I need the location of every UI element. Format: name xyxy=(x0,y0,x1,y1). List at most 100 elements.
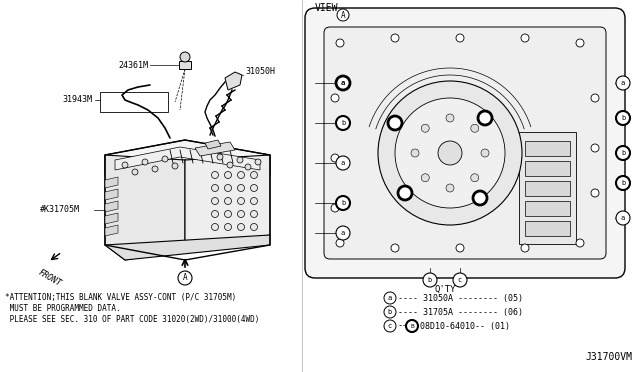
Text: a: a xyxy=(621,80,625,86)
Text: 31050H: 31050H xyxy=(245,67,275,77)
Circle shape xyxy=(384,306,396,318)
Text: *ATTENTION;THIS BLANK VALVE ASSY-CONT (P/C 31705M): *ATTENTION;THIS BLANK VALVE ASSY-CONT (P… xyxy=(5,293,236,302)
Circle shape xyxy=(395,98,505,208)
Circle shape xyxy=(227,162,233,168)
Polygon shape xyxy=(105,189,118,200)
Circle shape xyxy=(398,186,412,200)
Text: #K31705M: #K31705M xyxy=(40,205,80,215)
Polygon shape xyxy=(195,142,235,156)
Circle shape xyxy=(591,189,599,197)
Circle shape xyxy=(245,164,251,170)
Circle shape xyxy=(456,244,464,252)
Circle shape xyxy=(178,271,192,285)
Circle shape xyxy=(521,34,529,42)
Circle shape xyxy=(591,144,599,152)
Bar xyxy=(525,141,570,156)
Circle shape xyxy=(211,224,218,231)
Circle shape xyxy=(132,169,138,175)
Text: b: b xyxy=(621,115,625,121)
Circle shape xyxy=(217,154,223,160)
Circle shape xyxy=(225,185,232,192)
Text: b: b xyxy=(428,277,432,283)
Circle shape xyxy=(438,141,462,165)
Text: ---- 31050A -------- (05): ---- 31050A -------- (05) xyxy=(398,294,523,302)
Circle shape xyxy=(456,34,464,42)
Circle shape xyxy=(331,94,339,102)
Polygon shape xyxy=(115,147,260,170)
Bar xyxy=(525,181,570,196)
Text: 24361M: 24361M xyxy=(118,61,148,70)
Circle shape xyxy=(255,159,261,165)
Circle shape xyxy=(237,157,243,163)
Circle shape xyxy=(225,171,232,179)
Text: b: b xyxy=(341,120,345,126)
Circle shape xyxy=(406,320,418,332)
FancyBboxPatch shape xyxy=(305,8,625,278)
Circle shape xyxy=(225,224,232,231)
Circle shape xyxy=(180,52,190,62)
Polygon shape xyxy=(105,213,118,224)
Text: PLEASE SEE SEC. 310 OF PART CODE 31020(2WD)/31000(4WD): PLEASE SEE SEC. 310 OF PART CODE 31020(2… xyxy=(5,315,259,324)
Circle shape xyxy=(336,116,350,130)
Circle shape xyxy=(250,211,257,218)
Text: 08D10-64010-- (01): 08D10-64010-- (01) xyxy=(420,321,510,330)
Circle shape xyxy=(250,171,257,179)
Circle shape xyxy=(250,198,257,205)
Text: FRONT: FRONT xyxy=(37,268,63,288)
Circle shape xyxy=(591,94,599,102)
Text: a: a xyxy=(341,230,345,236)
Circle shape xyxy=(336,39,344,47)
Circle shape xyxy=(521,244,529,252)
Circle shape xyxy=(142,159,148,165)
Circle shape xyxy=(152,166,158,172)
Text: a: a xyxy=(341,80,345,86)
Circle shape xyxy=(250,185,257,192)
Text: VIEW: VIEW xyxy=(315,3,339,13)
Polygon shape xyxy=(179,61,191,69)
Circle shape xyxy=(237,198,244,205)
Text: Q'TY: Q'TY xyxy=(435,285,456,294)
Circle shape xyxy=(225,198,232,205)
Polygon shape xyxy=(105,225,118,236)
Circle shape xyxy=(616,111,630,125)
Text: 31943M: 31943M xyxy=(62,96,92,105)
Text: ---- 31705A -------- (06): ---- 31705A -------- (06) xyxy=(398,308,523,317)
Text: b: b xyxy=(621,150,625,156)
Text: B: B xyxy=(410,324,414,328)
Circle shape xyxy=(576,239,584,247)
Text: c: c xyxy=(388,323,392,329)
Circle shape xyxy=(211,211,218,218)
Circle shape xyxy=(446,184,454,192)
Polygon shape xyxy=(105,140,270,175)
Text: c: c xyxy=(458,277,462,283)
Circle shape xyxy=(211,198,218,205)
Circle shape xyxy=(237,185,244,192)
Text: a: a xyxy=(341,80,345,86)
Bar xyxy=(525,161,570,176)
Text: b: b xyxy=(341,200,345,206)
Circle shape xyxy=(446,114,454,122)
Bar xyxy=(525,221,570,236)
Circle shape xyxy=(576,39,584,47)
Polygon shape xyxy=(105,177,118,188)
Bar xyxy=(525,201,570,216)
Text: a: a xyxy=(341,160,345,166)
Circle shape xyxy=(250,224,257,231)
Circle shape xyxy=(122,162,128,168)
Text: A: A xyxy=(340,10,346,19)
Circle shape xyxy=(616,176,630,190)
Circle shape xyxy=(391,34,399,42)
Text: --: -- xyxy=(398,321,408,330)
Circle shape xyxy=(453,273,467,287)
Circle shape xyxy=(336,239,344,247)
Circle shape xyxy=(336,76,350,90)
Circle shape xyxy=(471,124,479,132)
Polygon shape xyxy=(105,201,118,212)
Circle shape xyxy=(336,226,350,240)
Polygon shape xyxy=(105,235,270,260)
Circle shape xyxy=(471,174,479,182)
Circle shape xyxy=(336,76,350,90)
Text: b: b xyxy=(388,309,392,315)
Polygon shape xyxy=(225,72,242,90)
Polygon shape xyxy=(185,155,270,250)
